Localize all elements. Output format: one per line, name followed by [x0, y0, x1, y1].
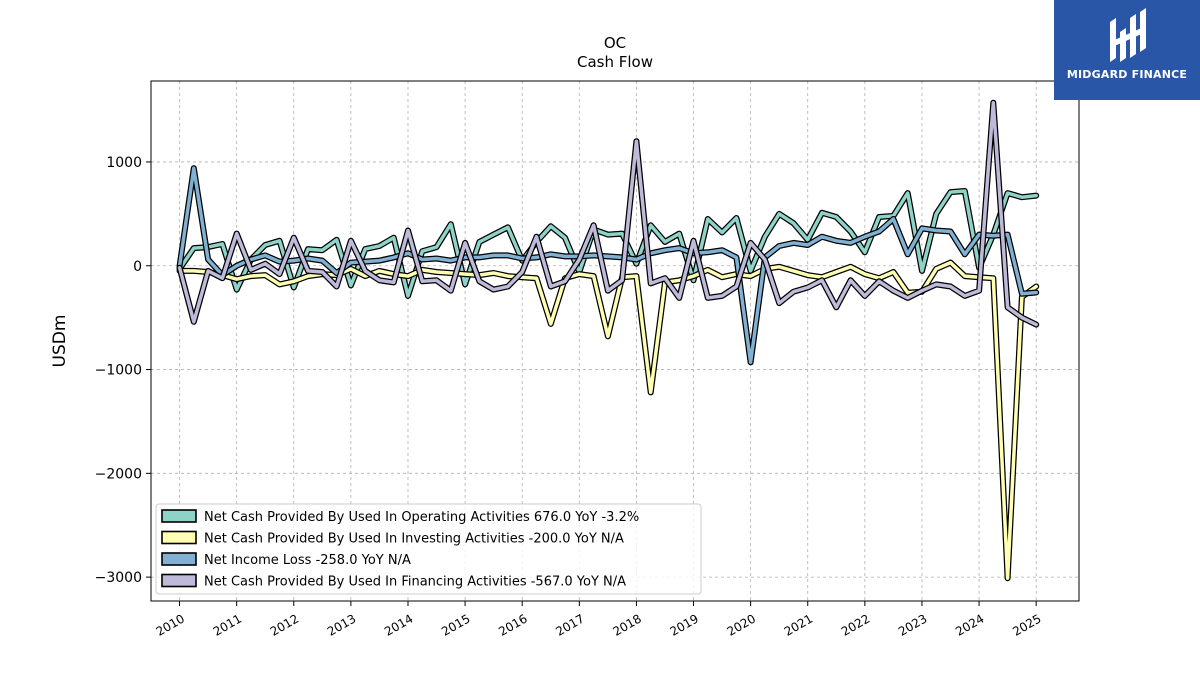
x-tick-label: 2022: [839, 611, 872, 638]
series-3: [176, 165, 1040, 366]
legend-label: Net Cash Provided By Used In Operating A…: [204, 510, 639, 525]
x-tick-label: 2011: [211, 611, 244, 638]
y-tick-label: 1000: [106, 155, 142, 171]
series-1: [176, 188, 1040, 299]
x-tick-label: 2025: [1010, 611, 1043, 638]
legend-item: Net Cash Provided By Used In Financing A…: [161, 573, 626, 590]
legend-item: Net Income Loss -258.0 YoY N/A: [161, 552, 411, 568]
x-tick-label: 2020: [725, 611, 758, 638]
legend-swatch: [161, 509, 197, 523]
series-line: [177, 166, 1038, 365]
series-4: [176, 99, 1040, 328]
grid-lines: [151, 81, 1079, 601]
x-tick-label: 2016: [496, 611, 529, 638]
legend-swatch: [161, 573, 197, 588]
midgard-logo-icon: [1110, 8, 1146, 62]
x-tick-label: 2015: [439, 611, 472, 638]
x-axis-ticks: 2010 2011 2012 2013 2014 2015 2016 2017 2018 2019…: [154, 601, 1044, 639]
x-tick-label: 2013: [325, 611, 358, 638]
x-tick-label: 2019: [668, 611, 701, 638]
x-tick-label: 2018: [610, 611, 643, 638]
chart-title: OC: [604, 34, 626, 52]
y-tick-label: 0: [133, 259, 142, 275]
x-tick-label: 2010: [154, 611, 187, 638]
legend-swatch: [161, 530, 197, 545]
legend-swatch: [161, 552, 197, 566]
chart-subtitle: Cash Flow: [577, 53, 653, 71]
legend-box: [155, 503, 702, 595]
legend-item: Net Cash Provided By Used In Investing A…: [161, 530, 624, 547]
y-tick-label: −2000: [95, 466, 142, 482]
legend-label: Net Cash Provided By Used In Investing A…: [204, 532, 624, 547]
x-tick-label: 2017: [553, 611, 586, 638]
x-tick-label: 2012: [268, 611, 301, 638]
y-tick-label: −3000: [95, 570, 142, 586]
legend-label: Net Income Loss -258.0 YoY N/A: [204, 553, 411, 568]
y-tick-label: −1000: [95, 363, 142, 379]
series-line: [177, 189, 1038, 298]
brand-logo: MIDGARD FINANCE: [1054, 0, 1200, 100]
x-tick-label: 2024: [953, 611, 986, 638]
plot-frame: [150, 80, 1080, 602]
x-tick-label: 2023: [896, 611, 929, 638]
legend-label: Net Cash Provided By Used In Financing A…: [204, 575, 626, 590]
y-axis-ticks: 1000 0 −1000 −2000 −3000: [95, 155, 151, 586]
y-axis-label: USDm: [50, 315, 70, 368]
series-line: [177, 101, 1038, 327]
legend: Net Cash Provided By Used In Operating A…: [155, 503, 702, 595]
x-tick-label: 2014: [382, 611, 415, 638]
x-tick-label: 2021: [782, 611, 815, 638]
legend-item: Net Cash Provided By Used In Operating A…: [161, 509, 639, 525]
brand-name: MIDGARD FINANCE: [1066, 68, 1188, 81]
series-lines: [176, 99, 1040, 582]
